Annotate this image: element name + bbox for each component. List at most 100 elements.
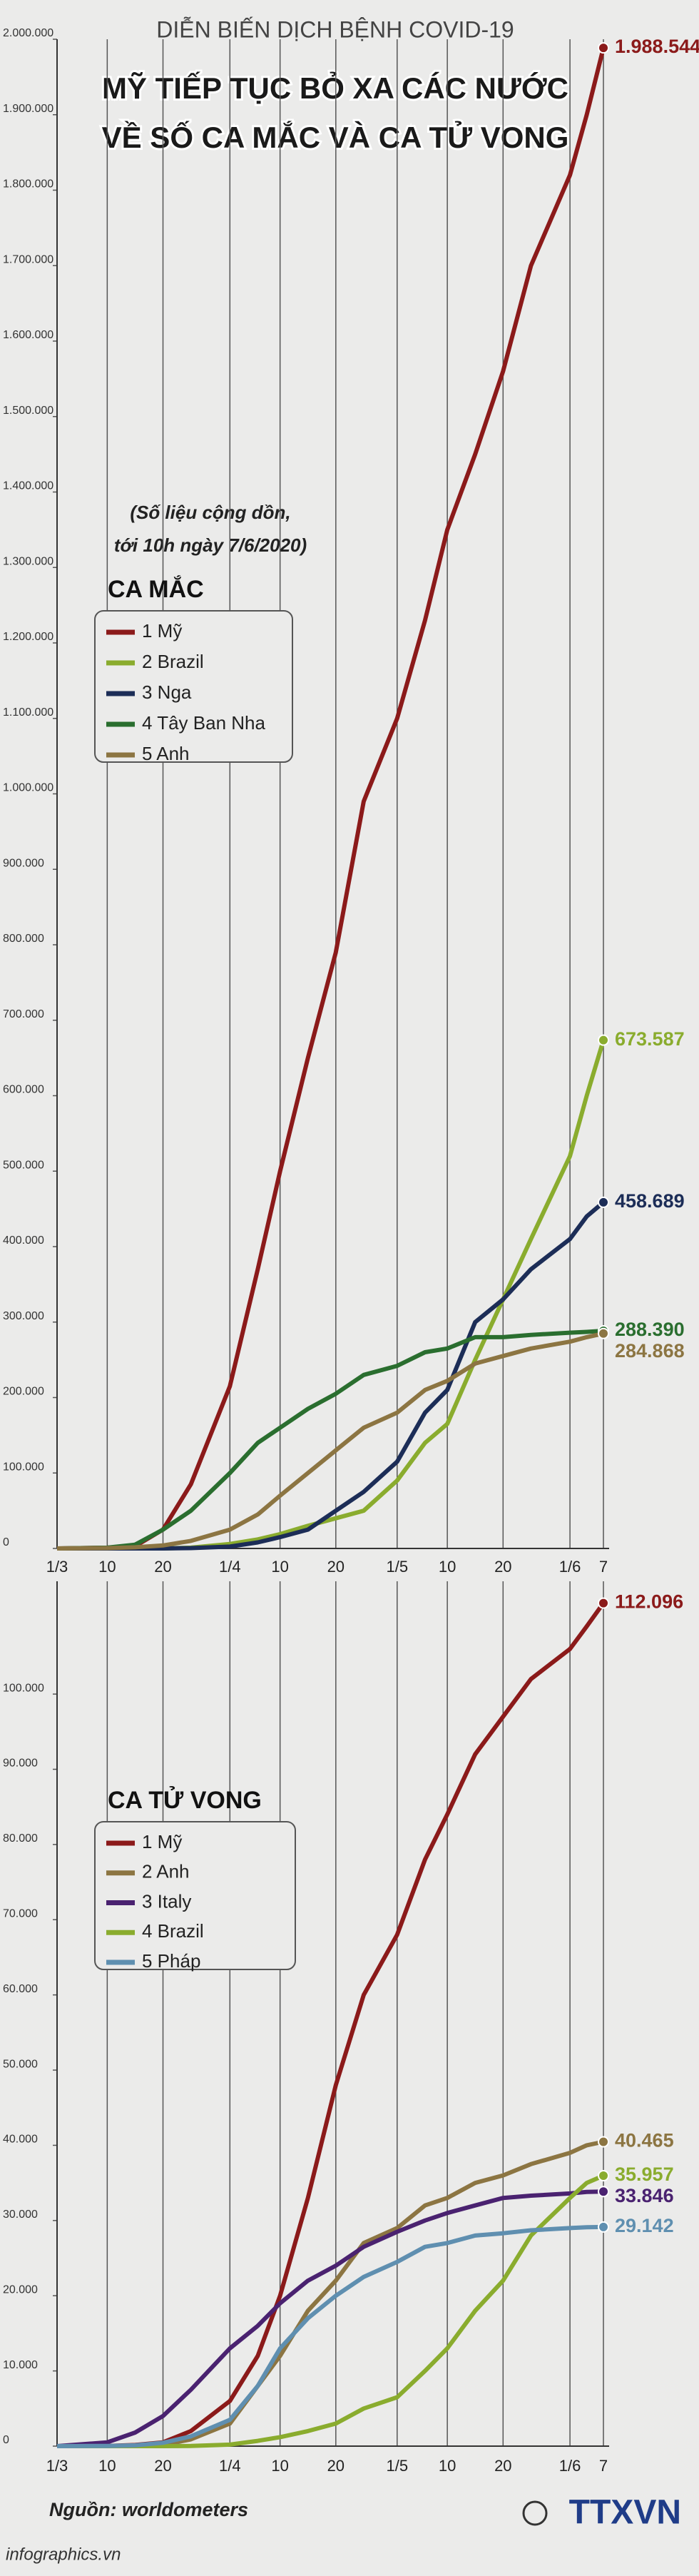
legend-label: 5 Pháp (142, 1950, 200, 1972)
x-tick-label: 10 (271, 2457, 288, 2475)
x-tick-label: 1/5 (386, 2457, 408, 2475)
legend-label: 5 Anh (142, 743, 190, 764)
y-tick-label: 800.000 (3, 933, 44, 945)
x-tick-label: 1/6 (559, 1558, 581, 1576)
y-tick-label: 700.000 (3, 1008, 44, 1020)
series-line (57, 1200, 605, 1551)
x-tick-label: 20 (154, 2457, 171, 2475)
legend-box (94, 610, 293, 763)
y-tick-label: 1.900.000 (3, 103, 53, 115)
x-tick-label: 1/3 (46, 2457, 68, 2475)
legend-label: 4 Brazil (142, 1920, 204, 1942)
y-tick-label: 80.000 (3, 1832, 38, 1845)
x-tick-label: 1/5 (386, 1558, 408, 1576)
y-tick-label: 100.000 (3, 1682, 44, 1694)
value-label: 29.142 (615, 2215, 674, 2236)
x-tick-label: 7 (599, 1558, 608, 1576)
y-tick-label: 1.000.000 (3, 782, 53, 794)
end-dot (598, 1034, 609, 1046)
copyright-icon (522, 2500, 548, 2526)
x-tick-label: 1/4 (219, 1558, 241, 1576)
y-tick-label: 70.000 (3, 1907, 38, 1920)
x-tick-label: 1/6 (559, 2457, 581, 2475)
annotation: (Số liệu cộng dồn, (130, 502, 290, 523)
series-line (57, 2174, 605, 2448)
legend-label: 4 Tây Ban Nha (142, 712, 266, 734)
end-dot (598, 42, 609, 54)
x-tick-label: 10 (98, 1558, 116, 1576)
x-tick-label: 20 (327, 2457, 345, 2475)
y-tick-label: 60.000 (3, 1983, 38, 1995)
x-tick-label: 20 (494, 1558, 511, 1576)
value-label: 673.587 (615, 1028, 685, 1050)
x-tick-label: 10 (98, 2457, 116, 2475)
legend-label: 1 Mỹ (142, 620, 182, 642)
legend-label: 2 Anh (142, 1861, 190, 1882)
value-label: 112.096 (615, 1591, 683, 1613)
y-tick-label: 300.000 (3, 1310, 44, 1322)
kicker: DIỄN BIẾN DỊCH BỆNH COVID-19 (156, 16, 514, 42)
series-line (56, 2189, 604, 2448)
y-tick-label: 10.000 (3, 2359, 38, 2371)
value-label: 40.465 (615, 2130, 674, 2151)
y-tick-label: 200.000 (3, 1386, 44, 1398)
agency-logo: TTXVN (569, 2494, 681, 2532)
y-tick-label: 30.000 (3, 2209, 38, 2221)
y-tick-label: 90.000 (3, 1758, 38, 1770)
series-line (56, 1331, 604, 1551)
y-tick-label: 500.000 (3, 1159, 44, 1171)
value-label: 1.988.544 (615, 36, 699, 57)
value-label: 284.868 (615, 1340, 685, 1361)
y-tick-label: 2.000.000 (3, 27, 53, 39)
value-label: 35.957 (615, 2164, 674, 2185)
x-tick-label: 7 (599, 2457, 608, 2475)
end-dot (598, 1597, 609, 1609)
site: infographics.vn (6, 2545, 121, 2564)
y-tick-label: 50.000 (3, 2058, 38, 2070)
legend-box (94, 1821, 296, 1970)
y-tick-label: 1.300.000 (3, 555, 53, 567)
x-tick-label: 20 (154, 1558, 171, 1576)
value-label: 288.390 (615, 1319, 685, 1340)
x-tick-label: 10 (271, 1558, 288, 1576)
y-tick-label: 1.200.000 (3, 631, 53, 643)
y-tick-label: 900.000 (3, 857, 44, 869)
x-tick-label: 10 (439, 2457, 456, 2475)
x-tick-label: 20 (494, 2457, 511, 2475)
series-line (56, 2224, 604, 2448)
y-tick-label: 1.700.000 (3, 253, 53, 265)
y-tick-label: 40.000 (3, 2134, 38, 2146)
y-tick-label: 400.000 (3, 1234, 44, 1247)
annotation: tới 10h ngày 7/6/2020) (114, 534, 307, 556)
y-tick-label: 600.000 (3, 1084, 44, 1096)
y-tick-label: 20.000 (3, 2283, 38, 2296)
y-tick-label: 100.000 (3, 1461, 44, 1473)
series-line (56, 47, 606, 1551)
title-line: MỸ TIẾP TỤC BỎ XA CÁC NƯỚC (102, 71, 568, 105)
title-line: VỀ SỐ CA MẮC VÀ CA TỬ VONG (102, 120, 569, 154)
value-label: 33.846 (615, 2185, 674, 2206)
y-tick-label: 1.500.000 (3, 405, 53, 417)
end-dot (598, 2136, 609, 2148)
x-tick-label: 1/4 (219, 2457, 241, 2475)
legend-title: CA MẮC (108, 576, 204, 603)
end-dot (598, 1327, 609, 1339)
y-tick-label: 0 (3, 1536, 9, 1548)
end-dot (598, 2170, 609, 2182)
x-tick-label: 1/3 (46, 1558, 68, 1576)
legend-label: 2 Brazil (142, 651, 204, 672)
end-dot (598, 2221, 609, 2233)
y-tick-label: 0 (3, 2434, 9, 2446)
y-tick-label: 1.400.000 (3, 480, 53, 492)
legend-label: 3 Italy (142, 1890, 191, 1912)
y-tick-label: 1.100.000 (3, 706, 53, 719)
end-dot (598, 2186, 609, 2198)
legend-label: 3 Nga (142, 681, 192, 703)
series-line (56, 1329, 604, 1551)
value-label: 458.689 (615, 1190, 685, 1212)
x-tick-label: 10 (439, 1558, 456, 1576)
end-dot (598, 1196, 609, 1208)
y-tick-label: 1.600.000 (3, 329, 53, 341)
